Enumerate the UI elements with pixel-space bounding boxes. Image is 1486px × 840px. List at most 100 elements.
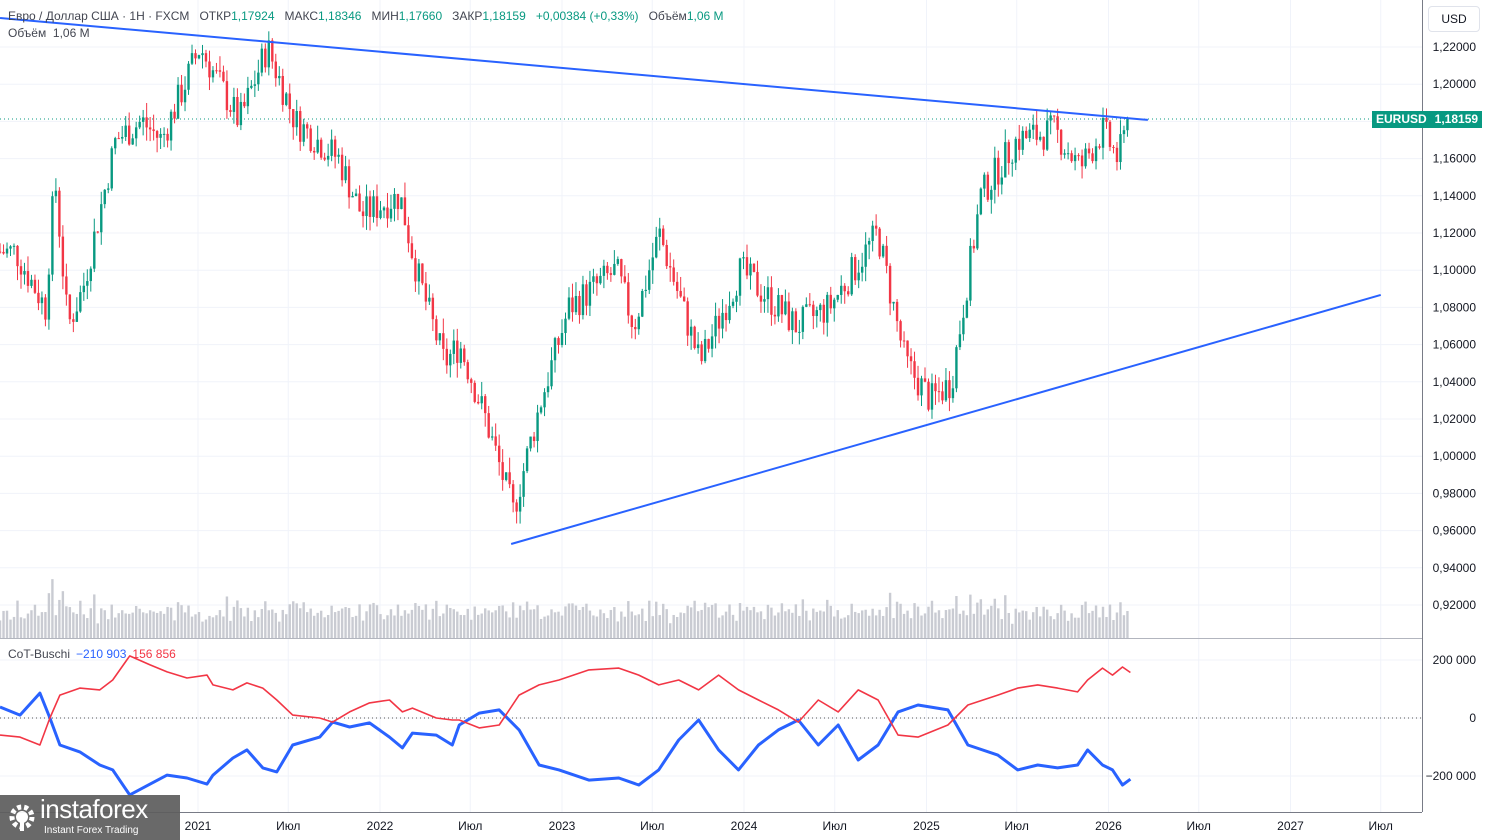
candle — [693, 326, 696, 349]
volume-bar — [1119, 602, 1122, 638]
volume-bar — [421, 609, 424, 638]
volume-bar — [1011, 623, 1014, 638]
candle — [902, 340, 906, 342]
volume-bar — [312, 615, 316, 638]
time-tick-label: 2021 — [185, 819, 212, 833]
volume-bar — [1098, 617, 1101, 638]
candle — [655, 236, 658, 258]
candle — [602, 265, 606, 276]
volume-bar — [82, 614, 86, 638]
cot-axis[interactable]: 200 000 0 −200 000 — [1426, 653, 1477, 783]
candle — [107, 188, 110, 190]
candle — [620, 259, 623, 277]
candle — [337, 154, 340, 157]
volume-bar — [864, 609, 867, 638]
volume-bar — [159, 611, 162, 638]
price-tick-label: 1,20000 — [1433, 77, 1477, 91]
price-axis[interactable]: 1,22000 1,20000 1,16000 1,14000 1,12000 1,100… — [1433, 40, 1477, 612]
candle — [508, 472, 511, 485]
candle — [75, 311, 79, 322]
volume-bar — [665, 609, 668, 638]
candle — [201, 53, 204, 56]
grid — [0, 0, 1422, 812]
candle — [696, 344, 700, 349]
candle — [836, 294, 839, 300]
volume-bar — [232, 606, 236, 638]
volume-bar — [993, 598, 997, 638]
candle — [225, 81, 229, 111]
candle — [934, 383, 937, 392]
volume-bar — [428, 619, 431, 638]
volume-bar — [616, 621, 620, 638]
volume-bar — [613, 607, 616, 638]
candle — [941, 391, 944, 401]
volume-bar — [72, 612, 75, 638]
candle — [881, 245, 885, 257]
candle — [913, 361, 916, 378]
volume-legend[interactable]: Объём 1,06 M — [8, 26, 90, 40]
volume-bar — [229, 620, 232, 638]
candle — [826, 294, 829, 323]
candle — [239, 101, 243, 126]
volume-bar — [662, 603, 665, 638]
volume-bar — [923, 613, 927, 638]
candle — [494, 436, 497, 446]
currency-button[interactable]: USD — [1428, 6, 1480, 32]
volume-bar — [881, 615, 885, 638]
cot-legend[interactable]: CoT-Buschi −210 903 156 856 — [8, 647, 176, 661]
time-axis[interactable]: 2021 Июл 2022 Июл 2023 Июл 2024 Июл 2025 Июл 2026 И… — [185, 819, 1393, 833]
candle — [592, 276, 595, 282]
candle — [798, 331, 801, 333]
candle — [515, 502, 518, 512]
candle — [958, 334, 962, 348]
volume-bar — [316, 612, 319, 638]
candle — [927, 381, 930, 410]
volume-bar — [874, 615, 878, 638]
candle — [850, 257, 853, 295]
symbol-title[interactable]: Евро / Доллар США · 1Н · FXCM — [8, 9, 190, 23]
volume-bar — [1000, 619, 1003, 638]
volume-bar — [218, 610, 222, 638]
volume-bar — [770, 607, 773, 638]
candle — [173, 111, 176, 119]
candle — [1025, 130, 1028, 139]
volume-bar — [1115, 612, 1119, 638]
candle — [665, 244, 668, 267]
candle — [522, 471, 525, 497]
candle — [431, 297, 435, 320]
candle — [459, 348, 462, 363]
open-label: ОТКР — [199, 9, 232, 23]
candle — [117, 138, 120, 140]
candle — [1045, 120, 1049, 150]
volume-bar — [675, 616, 679, 638]
volume-bar — [1014, 608, 1017, 638]
volume-bar — [885, 607, 888, 638]
volume-bar — [169, 607, 173, 638]
candle — [82, 285, 86, 293]
volume-bar — [278, 621, 281, 638]
volume-bar — [368, 604, 372, 638]
volume-bar — [19, 617, 23, 638]
candle — [833, 299, 836, 309]
cot-blue-value: −210 903 — [76, 647, 127, 661]
close-value: 1,18159 — [482, 9, 526, 23]
volume-bar — [564, 606, 567, 638]
candle — [965, 300, 969, 318]
volume-bar — [162, 613, 166, 638]
volume-bar — [23, 618, 26, 638]
volume-bar — [567, 603, 571, 638]
price-tick-label: 0,94000 — [1433, 561, 1477, 575]
volume-bar — [532, 609, 536, 638]
cot-red-line — [0, 655, 1131, 746]
cot-blue-line — [0, 691, 1132, 797]
candle — [414, 258, 417, 282]
trendline — [510, 293, 1382, 545]
candle — [480, 396, 483, 404]
candle — [1066, 153, 1070, 155]
candle — [1042, 136, 1045, 150]
candle — [623, 276, 627, 283]
volume-bar — [400, 615, 403, 638]
volume-bar — [12, 616, 16, 638]
volume-bar — [58, 599, 61, 638]
